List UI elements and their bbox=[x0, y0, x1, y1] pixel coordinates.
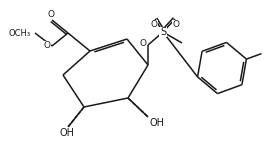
Text: S: S bbox=[160, 27, 166, 37]
Text: O: O bbox=[44, 41, 51, 50]
Text: OH: OH bbox=[59, 128, 75, 138]
Text: OH: OH bbox=[150, 118, 165, 128]
Text: O: O bbox=[140, 39, 147, 48]
Text: O: O bbox=[172, 20, 180, 29]
Text: OCH₃: OCH₃ bbox=[9, 28, 31, 37]
Text: O: O bbox=[48, 10, 54, 19]
Text: O: O bbox=[150, 20, 158, 29]
